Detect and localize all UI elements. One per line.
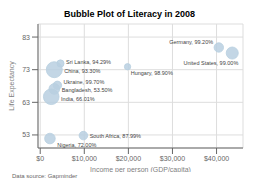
svg-text:73: 73 (22, 66, 30, 73)
svg-text:South Africa, 87.99%: South Africa, 87.99% (90, 133, 141, 139)
html-text:Bubble Plot of Literacy in 200: Bubble Plot of Literacy in 2008 (64, 9, 195, 19)
svg-text:Germany, 99.20%: Germany, 99.20% (169, 39, 213, 45)
svg-text:83: 83 (22, 34, 30, 41)
svg-text:$10,000: $10,000 (72, 155, 97, 162)
svg-text:Ukraine, 99.70%: Ukraine, 99.70% (64, 79, 105, 85)
svg-text:China, 93.30%: China, 93.30% (64, 68, 100, 74)
svg-text:India, 66.01%: India, 66.01% (61, 96, 95, 102)
svg-text:53: 53 (22, 131, 30, 138)
svg-text:Hungary, 98.90%: Hungary, 98.90% (131, 70, 173, 76)
svg-text:United States, 99.00%: United States, 99.00% (184, 60, 239, 66)
svg-text:Life Expectancy: Life Expectancy (8, 61, 16, 111)
svg-text:$30,000: $30,000 (160, 155, 185, 162)
svg-text:Income per person (GDP/capita): Income per person (GDP/capita) (90, 166, 191, 172)
svg-text:$40,000: $40,000 (204, 155, 229, 162)
svg-text:Bangladesh, 53.50%: Bangladesh, 53.50% (62, 87, 113, 93)
svg-text:$0: $0 (36, 155, 44, 162)
html-text:Data source: Gapminder: Data source: Gapminder (12, 173, 78, 179)
svg-text:Nigeria, 72.00%: Nigeria, 72.00% (57, 142, 96, 148)
svg-text:63: 63 (22, 99, 30, 106)
svg-text:$20,000: $20,000 (116, 155, 141, 162)
svg-text:Sri Lanka, 94.29%: Sri Lanka, 94.29% (66, 59, 111, 65)
